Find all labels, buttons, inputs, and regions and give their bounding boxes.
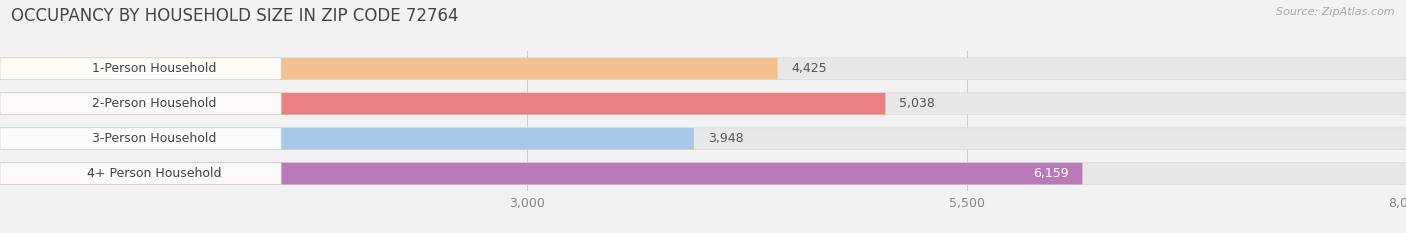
FancyBboxPatch shape <box>0 128 695 150</box>
Text: 3,948: 3,948 <box>709 132 744 145</box>
Text: 2-Person Household: 2-Person Household <box>93 97 217 110</box>
Text: 3-Person Household: 3-Person Household <box>93 132 217 145</box>
FancyBboxPatch shape <box>0 163 1406 185</box>
Text: 6,159: 6,159 <box>1033 167 1069 180</box>
FancyBboxPatch shape <box>0 58 778 80</box>
FancyBboxPatch shape <box>0 93 1406 115</box>
FancyBboxPatch shape <box>0 58 281 80</box>
FancyBboxPatch shape <box>0 58 1406 80</box>
Text: 1-Person Household: 1-Person Household <box>93 62 217 75</box>
Text: 4+ Person Household: 4+ Person Household <box>87 167 222 180</box>
FancyBboxPatch shape <box>0 128 281 150</box>
Text: 4,425: 4,425 <box>792 62 827 75</box>
FancyBboxPatch shape <box>0 163 281 185</box>
Text: Source: ZipAtlas.com: Source: ZipAtlas.com <box>1277 7 1395 17</box>
Text: 5,038: 5,038 <box>900 97 935 110</box>
FancyBboxPatch shape <box>0 163 1083 185</box>
FancyBboxPatch shape <box>0 128 1406 150</box>
FancyBboxPatch shape <box>0 93 281 115</box>
Text: OCCUPANCY BY HOUSEHOLD SIZE IN ZIP CODE 72764: OCCUPANCY BY HOUSEHOLD SIZE IN ZIP CODE … <box>11 7 458 25</box>
FancyBboxPatch shape <box>0 93 886 115</box>
